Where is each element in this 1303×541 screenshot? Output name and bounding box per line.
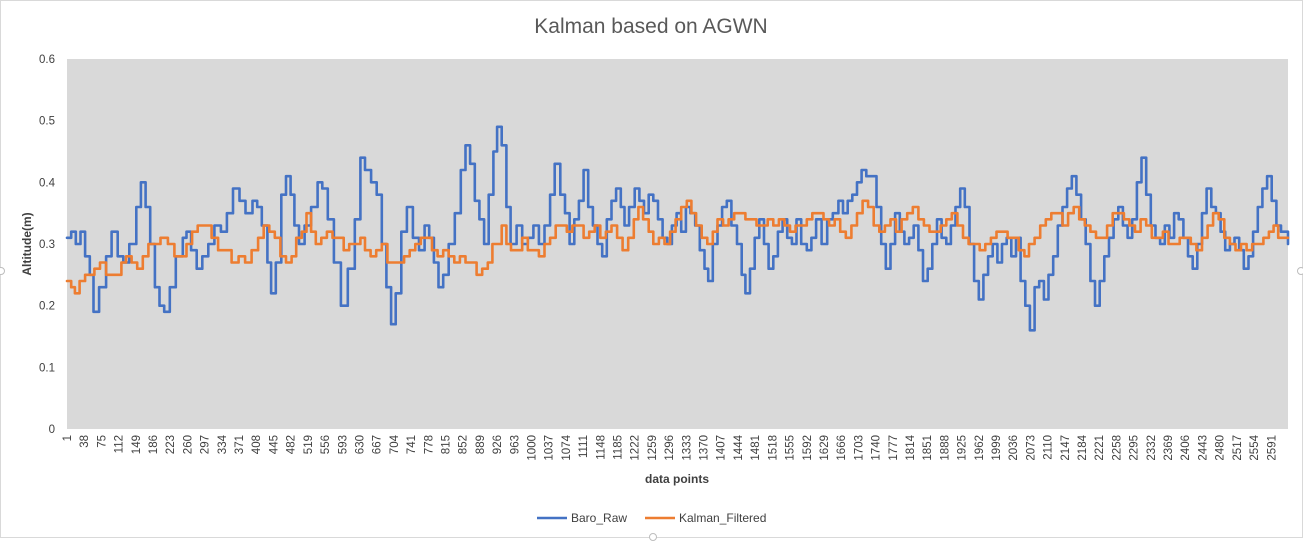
x-tick-label: 2406 (1180, 435, 1192, 461)
x-tick-label: 1851 (922, 435, 934, 461)
x-tick-label: 38 (79, 435, 91, 448)
x-tick-label: 186 (148, 435, 160, 454)
series-line-kalman-filtered (65, 199, 1290, 295)
x-tick-label: 852 (458, 435, 470, 454)
legend: Baro_Raw Kalman_Filtered (537, 511, 766, 525)
x-tick-label: 1407 (716, 435, 728, 461)
x-tick-label: 889 (475, 435, 487, 454)
x-tick-label: 963 (509, 435, 521, 454)
x-tick-label: 1555 (785, 435, 797, 461)
x-tick-label: 149 (131, 435, 143, 454)
x-tick-label: 1 (62, 435, 74, 441)
x-tick-label: 2369 (1163, 435, 1175, 461)
x-tick-label: 1814 (905, 434, 917, 460)
x-tick-label: 1185 (613, 435, 625, 460)
x-tick-label: 1925 (957, 435, 969, 461)
x-axis-title: data points (645, 472, 709, 486)
chart-title: Kalman based on AGWN (534, 15, 767, 38)
x-tick-label: 1444 (733, 434, 745, 460)
x-tick-label: 2480 (1215, 435, 1227, 461)
x-tick-label: 1370 (699, 435, 711, 461)
resize-handle-left[interactable] (0, 267, 5, 275)
x-tick-label: 1000 (527, 435, 539, 461)
y-axis-title: Altitude(m) (20, 212, 34, 275)
x-tick-label: 1074 (561, 434, 573, 460)
y-tick-label: 0.5 (39, 116, 55, 128)
x-tick-label: 2295 (1129, 435, 1141, 461)
x-tick-label: 445 (268, 435, 280, 454)
x-tick-label: 1962 (974, 435, 986, 461)
y-tick-label: 0 (49, 424, 55, 436)
x-tick-label: 223 (165, 435, 177, 454)
x-tick-label: 297 (200, 435, 212, 454)
x-tick-label: 260 (182, 435, 194, 454)
y-tick-label: 0.1 (39, 362, 55, 374)
x-tick-label: 1296 (664, 435, 676, 461)
x-tick-label: 1629 (819, 435, 831, 461)
x-tick-label: 2443 (1197, 435, 1209, 461)
x-tick-label: 2221 (1094, 435, 1106, 461)
legend-label: Kalman_Filtered (679, 511, 766, 525)
legend-label: Baro_Raw (571, 511, 627, 525)
y-tick-label: 0.2 (39, 301, 55, 313)
y-tick-label: 0.3 (39, 239, 55, 251)
x-tick-label: 2517 (1232, 435, 1244, 461)
x-tick-label: 2110 (1043, 435, 1055, 460)
x-tick-label: 1481 (750, 435, 762, 461)
x-tick-label: 1518 (767, 435, 779, 461)
x-tick-label: 2073 (1025, 435, 1037, 461)
x-tick-label: 556 (320, 435, 332, 454)
x-tick-label: 112 (114, 435, 126, 453)
x-tick-label: 2147 (1060, 435, 1072, 461)
x-tick-label: 408 (251, 435, 263, 454)
y-tick-label: 0.6 (39, 54, 55, 66)
series-line-baro-raw (65, 125, 1290, 332)
x-tick-label: 1740 (871, 435, 883, 461)
x-tick-label: 1037 (544, 435, 556, 461)
x-tick-label: 2258 (1111, 435, 1123, 461)
x-tick-label: 1703 (853, 435, 865, 461)
y-tick-label: 0.4 (39, 177, 56, 189)
x-tick-label: 1111 (578, 435, 590, 458)
x-tick-label: 2554 (1249, 434, 1261, 460)
x-tick-label: 704 (389, 434, 401, 454)
x-tick-label: 1666 (836, 435, 848, 461)
x-axis-ticks: 1 38 75 112 149 186 223 260 297 334 371 408 445 482 51… (62, 434, 1278, 460)
x-tick-label: 2184 (1077, 434, 1089, 460)
x-tick-label: 741 (406, 435, 418, 454)
x-tick-label: 778 (423, 435, 435, 454)
x-tick-label: 1222 (630, 435, 642, 461)
x-tick-label: 1148 (595, 435, 607, 460)
x-tick-label: 1888 (939, 435, 951, 461)
x-tick-label: 2332 (1146, 435, 1158, 461)
x-tick-label: 519 (303, 435, 315, 454)
x-tick-label: 630 (354, 435, 366, 454)
x-tick-label: 2036 (1008, 435, 1020, 461)
y-axis-ticks: 0 0.1 0.2 0.3 0.4 0.5 0.6 (39, 54, 56, 436)
resize-handle-right[interactable] (1297, 267, 1303, 275)
x-tick-label: 593 (337, 435, 349, 454)
x-tick-label: 926 (492, 435, 504, 454)
x-tick-label: 1999 (991, 435, 1003, 461)
x-tick-label: 75 (96, 435, 108, 448)
x-tick-label: 371 (234, 435, 246, 454)
x-tick-label: 1592 (802, 435, 814, 461)
x-tick-label: 815 (440, 435, 452, 454)
x-tick-label: 482 (286, 435, 298, 454)
x-tick-label: 667 (372, 435, 384, 454)
x-tick-label: 1259 (647, 435, 659, 461)
x-tick-label: 1333 (681, 435, 693, 461)
x-tick-label: 334 (217, 434, 229, 454)
plot-area (67, 59, 1288, 429)
x-tick-label: 2591 (1266, 435, 1278, 461)
x-tick-label: 1777 (888, 435, 900, 461)
series-layer (65, 125, 1290, 332)
